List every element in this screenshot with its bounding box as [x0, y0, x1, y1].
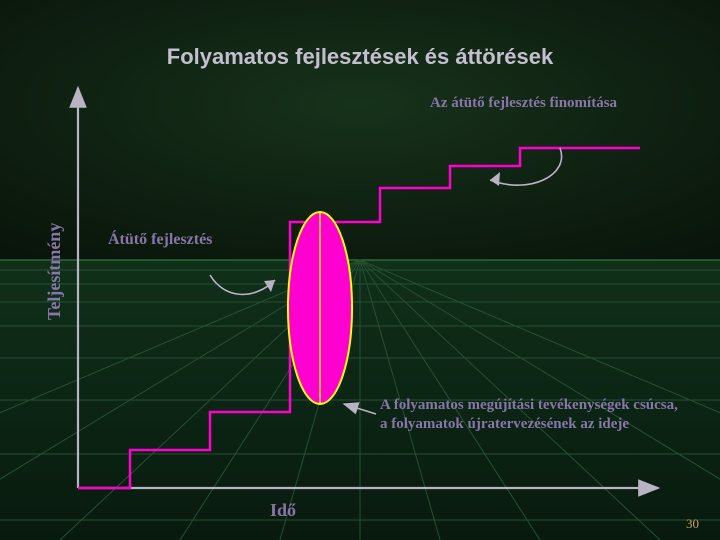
step-line — [78, 148, 640, 488]
page-number: 30 — [686, 516, 699, 532]
y-axis-label: Teljesítmény — [44, 223, 65, 320]
annotation-renewal-peak: A folyamatos megújítási tevékenységek cs… — [380, 396, 680, 434]
slide: Folyamatos fejlesztések és áttörések Tel… — [0, 0, 720, 540]
diagram — [0, 0, 720, 540]
x-axis-label: Idő — [270, 500, 296, 521]
annotation-breakthrough-refine: Az átütő fejlesztés finomítása — [430, 94, 660, 113]
annotation-breakthrough: Átütő fejlesztés — [108, 230, 308, 250]
